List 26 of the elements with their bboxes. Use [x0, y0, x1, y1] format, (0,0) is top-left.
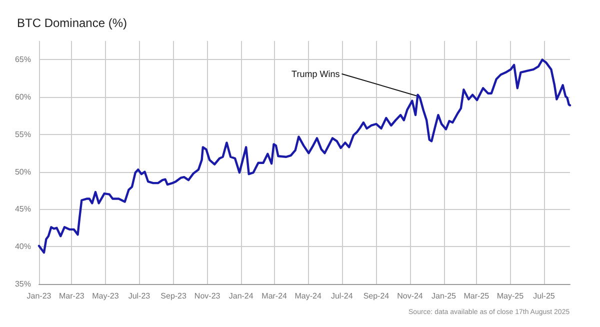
- x-tick-label: Jan-23: [26, 292, 52, 300]
- x-tick-label: May-23: [92, 292, 120, 300]
- x-tick-label: Sep-23: [160, 292, 187, 300]
- chart-title: BTC Dominance (%): [17, 16, 128, 30]
- x-tick-label: Jul-24: [330, 292, 354, 300]
- x-tick-label: Mar-23: [58, 292, 85, 300]
- x-tick-label: Mar-24: [262, 292, 288, 300]
- x-tick-label: Jul-25: [533, 292, 556, 300]
- x-tick-label: Nov-23: [194, 292, 221, 300]
- y-tick-label: 65%: [14, 55, 31, 64]
- y-tick-label: 50%: [14, 167, 31, 176]
- y-tick-label: 60%: [14, 92, 31, 102]
- x-tick-label: Nov-24: [397, 292, 424, 300]
- x-tick-label: May-24: [294, 292, 322, 300]
- x-tick-label: May-25: [496, 292, 524, 300]
- annotation: Trump Wins: [292, 68, 340, 79]
- x-tick-label: Jan-25: [432, 292, 457, 300]
- y-tick-label: 35%: [14, 280, 31, 288]
- y-tick-label: 55%: [14, 130, 31, 139]
- x-tick-label: Jan-24: [228, 292, 254, 300]
- x-tick-label: Sep-24: [363, 292, 390, 300]
- y-tick-label: 40%: [14, 242, 31, 252]
- line-series: [38, 58, 572, 254]
- y-tick-label: 45%: [14, 204, 31, 214]
- x-tick-label: Jul-23: [128, 292, 151, 300]
- x-tick-label: Mar-25: [464, 292, 490, 300]
